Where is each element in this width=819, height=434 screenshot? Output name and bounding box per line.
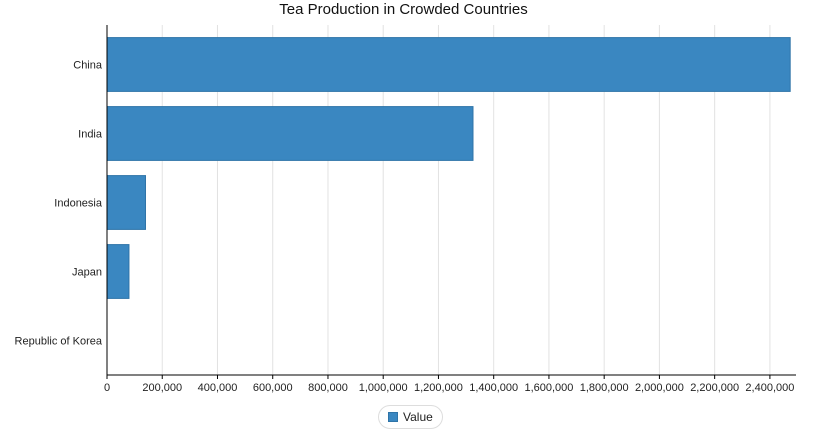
y-tick-label: Republic of Korea	[15, 336, 103, 348]
x-tick-label: 0	[104, 382, 110, 394]
x-tick-label: 400,000	[198, 382, 238, 394]
x-tick-label: 1,000,000	[359, 382, 408, 394]
bar-japan	[106, 244, 130, 299]
tick-labels: 0 200,000 400,000 600,000 800,000 1,000,000 1,…	[15, 60, 795, 395]
x-tick-label: 800,000	[308, 382, 348, 394]
bar-china	[106, 37, 791, 92]
bar-india	[106, 106, 474, 161]
y-tick-label: Indonesia	[54, 198, 103, 210]
x-tick-label: 2,000,000	[635, 382, 684, 394]
legend-label-value: Value	[403, 410, 433, 424]
x-tick-label: 1,200,000	[414, 382, 463, 394]
chart-title: Tea Production in Crowded Countries	[279, 1, 528, 18]
axes	[106, 25, 796, 379]
x-tick-label: 2,400,000	[745, 382, 794, 394]
x-tick-label: 200,000	[142, 382, 182, 394]
x-tick-label: 1,600,000	[524, 382, 573, 394]
y-tick-label: India	[78, 129, 103, 141]
x-tick-label: 1,400,000	[469, 382, 518, 394]
x-tick-label: 1,800,000	[580, 382, 629, 394]
x-tick-label: 2,200,000	[690, 382, 739, 394]
bar-indonesia	[106, 175, 146, 230]
x-tick-label: 600,000	[253, 382, 293, 394]
legend-swatch	[388, 412, 398, 422]
legend[interactable]: Value	[378, 405, 443, 429]
y-tick-label: Japan	[72, 267, 102, 279]
bars	[106, 37, 791, 299]
y-tick-label: China	[73, 60, 103, 72]
